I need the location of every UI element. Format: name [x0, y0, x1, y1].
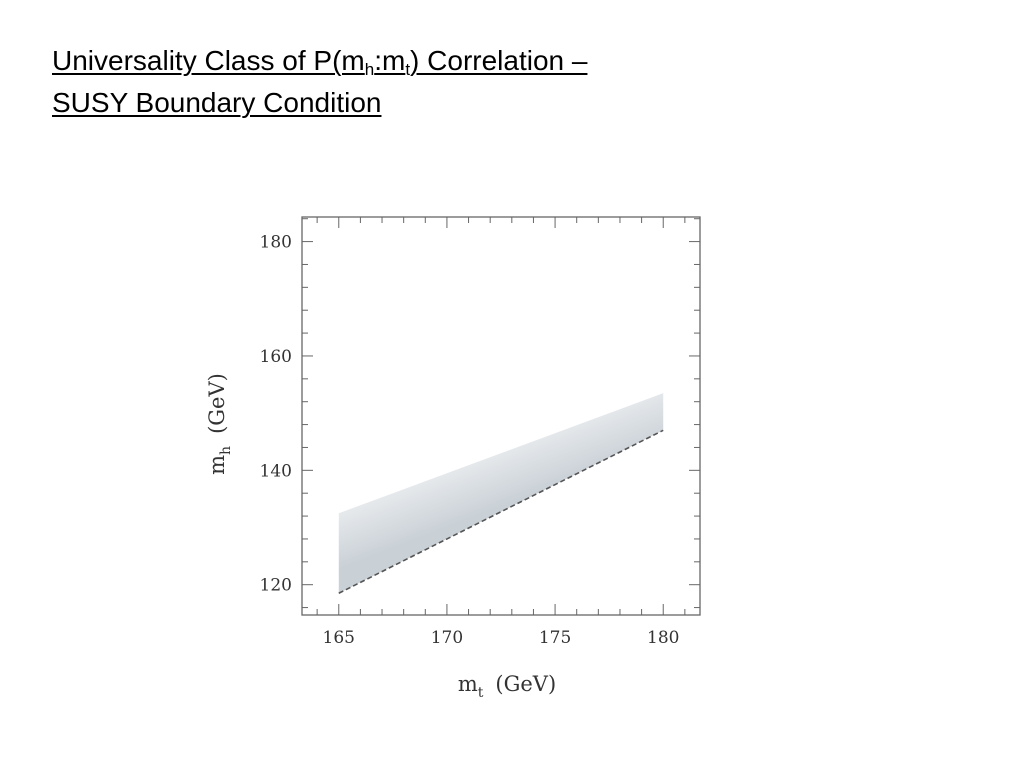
- plot-area: [301, 216, 701, 616]
- y-axis-label-unit: (GeV): [205, 373, 229, 434]
- x-axis-label: mt (GeV): [458, 672, 556, 701]
- title-subscript-h: h: [364, 60, 375, 79]
- x-tick-label: 165: [323, 628, 355, 648]
- y-tick-label: 140: [260, 461, 292, 481]
- x-axis-label-sub: t: [478, 685, 484, 701]
- y-tick-label: 180: [260, 233, 292, 253]
- title-line-2: SUSY Boundary Condition: [52, 87, 382, 118]
- slide-title: Universality Class of P(mh:mt) Correlati…: [52, 40, 587, 124]
- y-axis-label-sub: h: [218, 446, 234, 455]
- title-subscript-t: t: [405, 60, 411, 79]
- tick-labels: 165 170 175 180 120 140 160 180: [260, 233, 680, 648]
- x-tick-label: 170: [431, 628, 463, 648]
- y-tick-label: 120: [260, 576, 292, 596]
- axis-ticks: [302, 217, 700, 615]
- x-axis-label-unit: (GeV): [495, 672, 556, 696]
- title-text-colon: :m: [374, 45, 406, 76]
- x-tick-label: 180: [647, 628, 679, 648]
- title-text-prefix: Universality Class of P(m: [52, 45, 365, 76]
- allowed-band: [338, 393, 664, 594]
- band-lower-edge: [338, 429, 664, 594]
- x-axis-label-main: m: [458, 672, 478, 696]
- plot-frame: [301, 216, 701, 616]
- y-axis-label-main: m: [205, 455, 229, 475]
- title-text-suffix: ) Correlation –: [410, 45, 588, 76]
- x-tick-label: 175: [539, 628, 571, 648]
- y-axis-label: mh (GeV): [205, 373, 234, 475]
- y-tick-label: 160: [260, 347, 292, 367]
